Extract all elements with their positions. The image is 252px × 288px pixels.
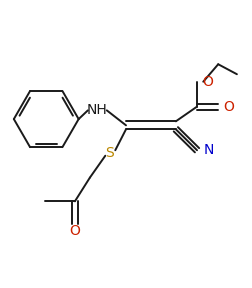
- Text: O: O: [70, 224, 80, 238]
- Text: S: S: [105, 146, 114, 160]
- Text: O: O: [224, 100, 235, 114]
- Text: N: N: [203, 143, 214, 157]
- Text: O: O: [203, 75, 213, 89]
- Text: NH: NH: [87, 103, 108, 117]
